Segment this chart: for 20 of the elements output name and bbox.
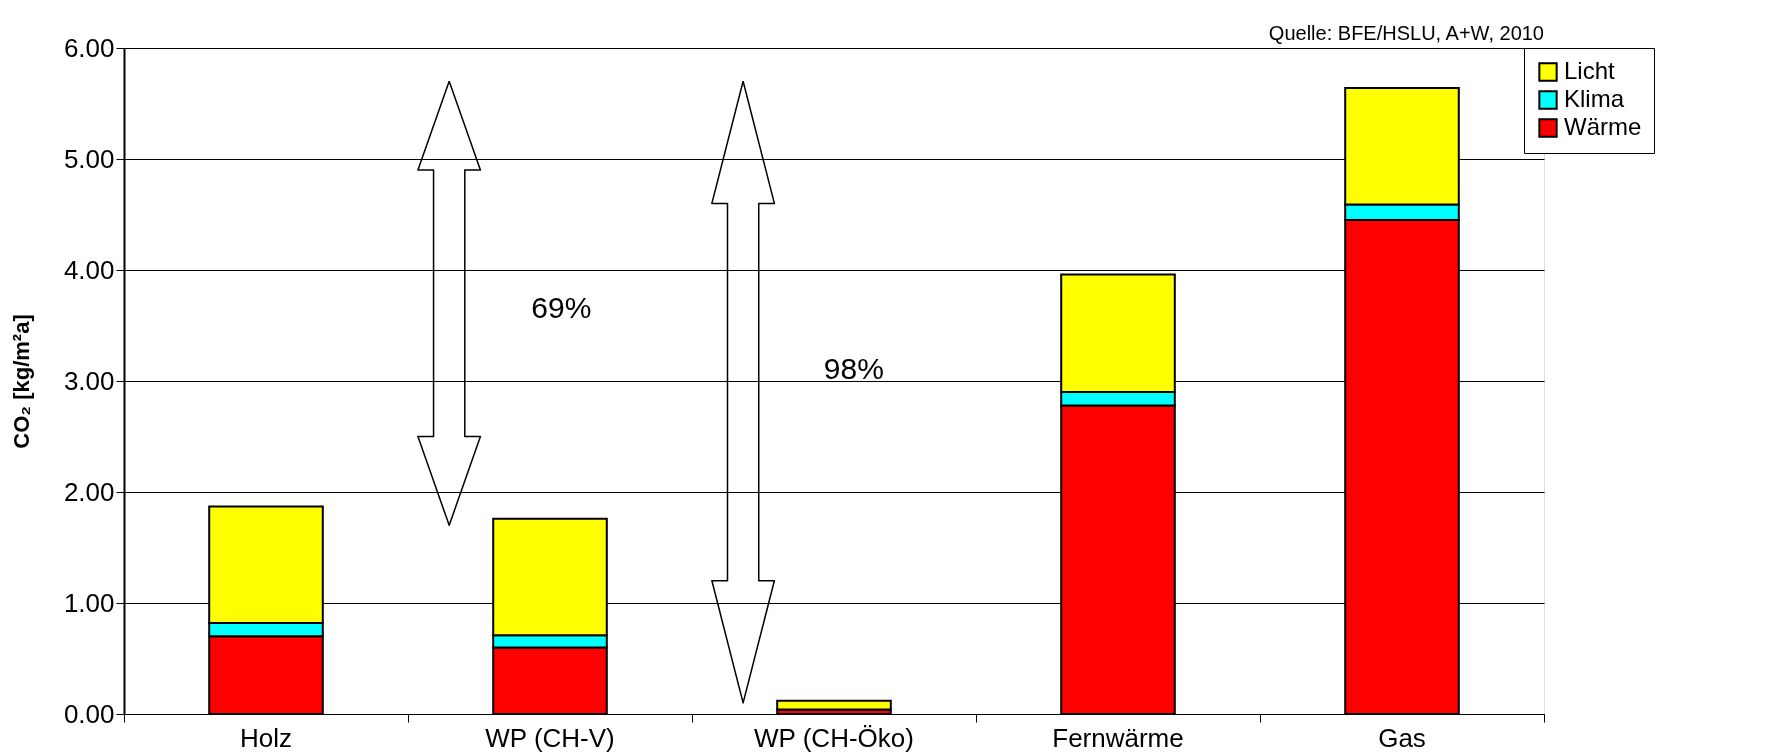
y-tick-label: 3.00	[63, 365, 115, 396]
source-note: Quelle: BFE/HSLU, A+W, 2010	[1268, 22, 1544, 44]
annotation: 98%	[823, 351, 884, 385]
y-tick-label: 5.00	[63, 143, 115, 174]
x-tick-label: Gas	[1378, 723, 1426, 753]
y-tick-label: 1.00	[63, 587, 115, 618]
legend-label: Wärme	[1564, 113, 1642, 140]
annotation: 69%	[531, 290, 592, 324]
y-tick-label: 6.00	[63, 32, 115, 63]
y-tick-label: 2.00	[63, 476, 115, 507]
x-tick-label: Holz	[239, 723, 293, 753]
y-tick-label: 4.00	[63, 254, 115, 285]
bar	[776, 699, 892, 711]
y-axis-title: CO₂ [kg/m²a]	[8, 314, 34, 449]
y-tick-label: 0.00	[63, 698, 115, 729]
x-tick-label: WP (CH-V)	[485, 723, 615, 753]
legend-label: Klima	[1564, 85, 1625, 112]
x-tick-label: WP (CH-Öko)	[754, 723, 914, 753]
legend-label: Licht	[1564, 57, 1616, 84]
x-tick-label: Fernwärme	[1052, 723, 1184, 753]
